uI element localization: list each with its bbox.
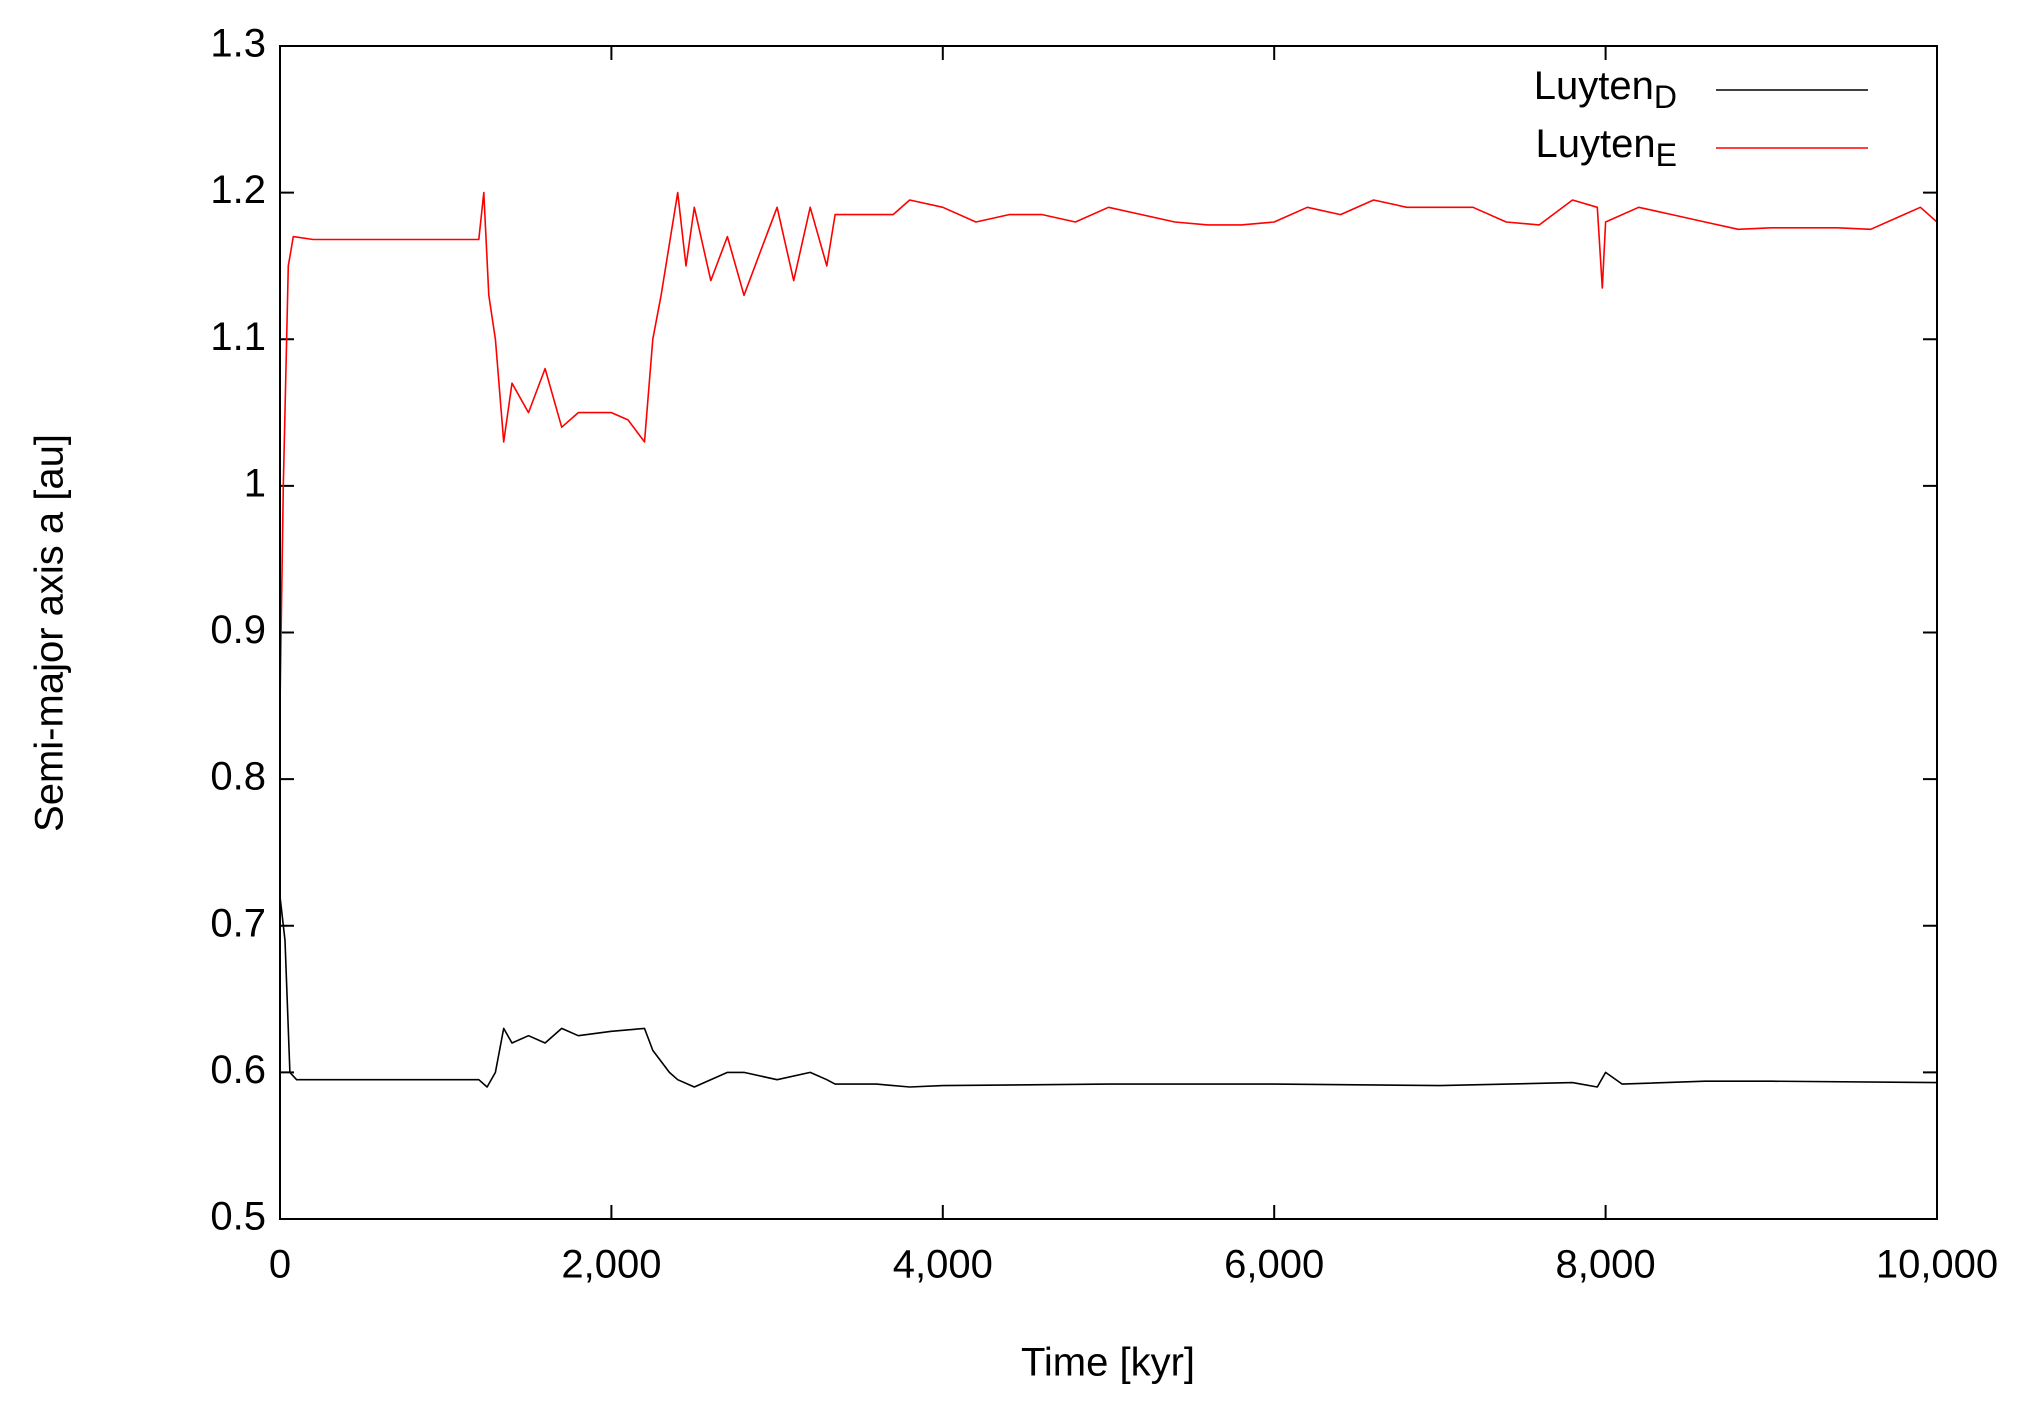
legend-subscript: E (1656, 137, 1677, 173)
legend-subscript: D (1654, 79, 1677, 115)
x-tick-label: 10,000 (1876, 1243, 1998, 1287)
y-tick-label: 0.5 (210, 1195, 266, 1239)
y-tick-label: 1 (244, 461, 266, 505)
series-line (279, 191, 1938, 706)
x-axis-label: Time [kyr] (1021, 1341, 1195, 1385)
y-tick-label: 1.2 (210, 168, 266, 212)
x-tick-label: 4,000 (893, 1243, 993, 1287)
y-tick-label: 0.6 (210, 1048, 266, 1092)
y-tick-label: 1.3 (210, 22, 266, 66)
x-tick-label: 8,000 (1556, 1243, 1656, 1287)
legend-label: LuytenD (1534, 64, 1677, 116)
x-tick-label: 2,000 (561, 1243, 661, 1287)
y-axis-label: Semi-major axis a [au] (28, 434, 72, 832)
legend-name: Luyten (1534, 64, 1654, 108)
plot-frame (279, 45, 1938, 1220)
x-tick-label: 6,000 (1224, 1243, 1324, 1287)
legend-name: Luyten (1536, 122, 1656, 166)
y-tick-label: 1.1 (210, 315, 266, 359)
series-line (279, 896, 1938, 1088)
legend-label: LuytenE (1536, 122, 1677, 174)
x-tick-label: 0 (269, 1243, 291, 1287)
y-tick-label: 0.7 (210, 901, 266, 945)
y-tick-label: 0.8 (210, 755, 266, 799)
y-tick-label: 0.9 (210, 608, 266, 652)
